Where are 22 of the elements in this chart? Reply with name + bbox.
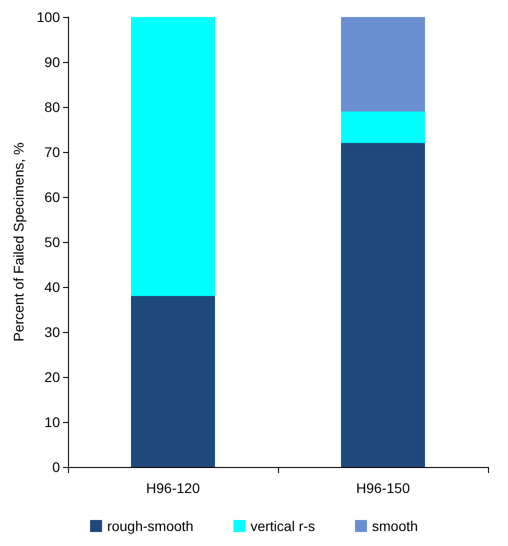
x-tick-label: H96-120 <box>146 480 200 496</box>
x-tick-label: H96-150 <box>356 480 410 496</box>
y-tick-label: 80 <box>44 99 60 115</box>
y-tick-label: 20 <box>44 369 60 385</box>
legend-label: smooth <box>372 518 418 534</box>
y-tick-label: 0 <box>52 459 60 475</box>
y-axis-title: Percent of Failed Specimens, % <box>10 142 27 342</box>
bar <box>131 296 215 467</box>
y-tick-label: 70 <box>44 144 60 160</box>
y-tick-label: 40 <box>44 279 60 295</box>
y-tick-label: 100 <box>36 9 60 25</box>
bar <box>341 17 425 112</box>
y-tick-label: 60 <box>44 189 60 205</box>
bar <box>341 143 425 467</box>
bar <box>131 17 215 296</box>
y-tick-label: 10 <box>44 414 60 430</box>
bar <box>341 112 425 143</box>
legend-label: vertical r-s <box>250 518 316 534</box>
y-tick-label: 50 <box>44 234 60 250</box>
y-tick-label: 30 <box>44 324 60 340</box>
legend-label: rough-smooth <box>107 518 194 534</box>
y-tick-label: 90 <box>44 54 60 70</box>
